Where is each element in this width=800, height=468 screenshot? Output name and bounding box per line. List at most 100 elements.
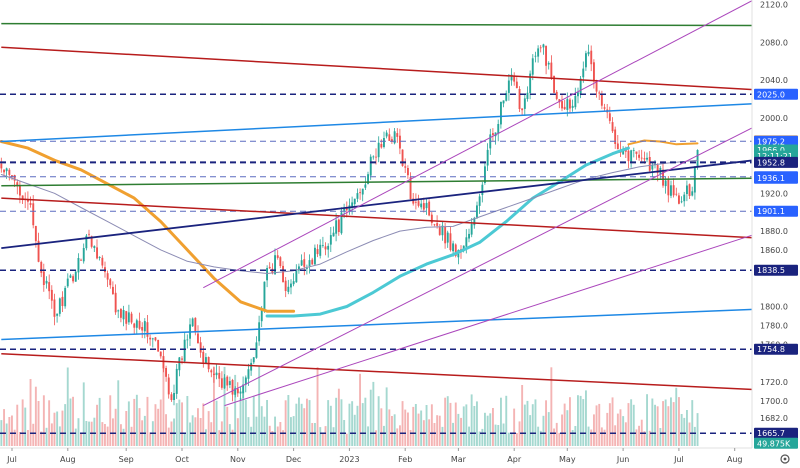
candle-body <box>574 95 577 108</box>
candle-body <box>72 276 74 282</box>
candle-body <box>66 278 69 287</box>
volume-bar <box>72 396 74 446</box>
volume-bar <box>372 381 375 446</box>
volume-bar <box>199 418 202 446</box>
candle-body <box>82 248 85 262</box>
volume-bar <box>21 399 24 446</box>
volume-bar <box>50 423 53 446</box>
price-axis-panel[interactable] <box>752 0 800 448</box>
volume-bar <box>359 373 361 446</box>
volume-bar <box>523 404 526 446</box>
volume-bar <box>468 426 470 446</box>
candle-body <box>314 247 316 265</box>
candle-body <box>151 338 154 340</box>
candle-body <box>481 184 484 195</box>
volume-bar <box>494 424 497 446</box>
candle-body <box>157 340 160 352</box>
volume-bar <box>654 404 656 446</box>
candle-body <box>194 317 197 333</box>
candle-body <box>417 201 420 206</box>
price-tag-label: 1754.8 <box>757 345 785 354</box>
price-tag-badge <box>754 264 798 276</box>
time-tick-label: 2023 <box>339 455 359 464</box>
volume-bar <box>616 413 619 446</box>
volume-bar <box>688 422 691 446</box>
volume-bar <box>367 426 369 446</box>
candle-body <box>446 232 449 243</box>
volume-bar <box>696 413 699 446</box>
candle-body <box>258 322 261 342</box>
candle-body <box>401 149 404 166</box>
settings-gear-icon[interactable] <box>780 454 790 464</box>
candle-body <box>407 168 409 176</box>
candle-body <box>614 129 617 144</box>
volume-bar <box>539 430 542 446</box>
volume-bar <box>165 414 167 446</box>
candle-body <box>218 372 221 379</box>
candle-body <box>45 280 48 284</box>
candle-body <box>319 244 322 256</box>
volume-bar <box>502 423 505 446</box>
candle-body <box>420 203 423 208</box>
candle-body <box>186 339 189 341</box>
candle-body <box>590 50 593 65</box>
candle-body <box>422 203 425 210</box>
candle-body <box>48 282 51 292</box>
candle-body <box>175 368 178 394</box>
volume-bar <box>457 413 460 446</box>
volume-bar <box>643 431 646 446</box>
candle-body <box>436 223 439 226</box>
volume-bar <box>624 422 627 446</box>
candle-body <box>19 185 21 196</box>
volume-bar <box>401 401 404 446</box>
candle-body <box>449 233 452 251</box>
volume-bar <box>173 418 175 446</box>
volume-bar <box>409 430 412 446</box>
price-tag-badge <box>754 135 798 147</box>
volume-bar <box>197 408 199 446</box>
candle-body <box>109 279 112 286</box>
candle-body <box>627 150 630 162</box>
volume-bar <box>579 395 582 446</box>
volume-bar <box>133 398 136 446</box>
volume-bar <box>274 416 276 446</box>
candle-body <box>545 45 547 66</box>
candle-body <box>672 185 675 196</box>
candle-body <box>27 199 29 202</box>
volume-bar <box>345 433 348 446</box>
candle-body <box>173 393 175 400</box>
candle-body <box>683 194 686 202</box>
time-tick-label: Nov <box>230 455 246 464</box>
candle-body <box>507 80 510 93</box>
volume-bar <box>125 411 128 446</box>
price-tag-label: 49.875K <box>757 439 791 448</box>
volume-bar <box>189 422 191 446</box>
candle-body <box>300 260 303 266</box>
price-tick-label: 1860.0 <box>760 246 788 255</box>
candle-body <box>321 245 324 246</box>
candle-body <box>616 143 619 150</box>
volume-bar <box>242 391 245 446</box>
volume-bar <box>244 399 247 446</box>
candle-body <box>135 320 138 328</box>
horizontal-levels <box>0 93 752 434</box>
volume-bar <box>109 395 112 446</box>
price-tag-label: 1966.0 <box>757 146 785 155</box>
volume-bar <box>40 431 43 446</box>
volume-bar <box>202 403 205 446</box>
volume-bar <box>106 426 109 446</box>
volume-bar <box>32 423 35 446</box>
volume-bar <box>632 404 635 446</box>
trend-line <box>1 22 754 27</box>
price-tag-label: 1901.1 <box>757 207 785 216</box>
volume-bar <box>250 426 253 446</box>
volume-bar <box>569 397 571 446</box>
candle-body <box>250 362 253 371</box>
volume-bar <box>691 400 694 446</box>
price-tag-label: 1975.2 <box>757 137 785 146</box>
volume-bar <box>497 425 500 446</box>
candle-body <box>561 101 563 109</box>
volume-bar <box>93 417 96 446</box>
candle-body <box>295 269 298 283</box>
